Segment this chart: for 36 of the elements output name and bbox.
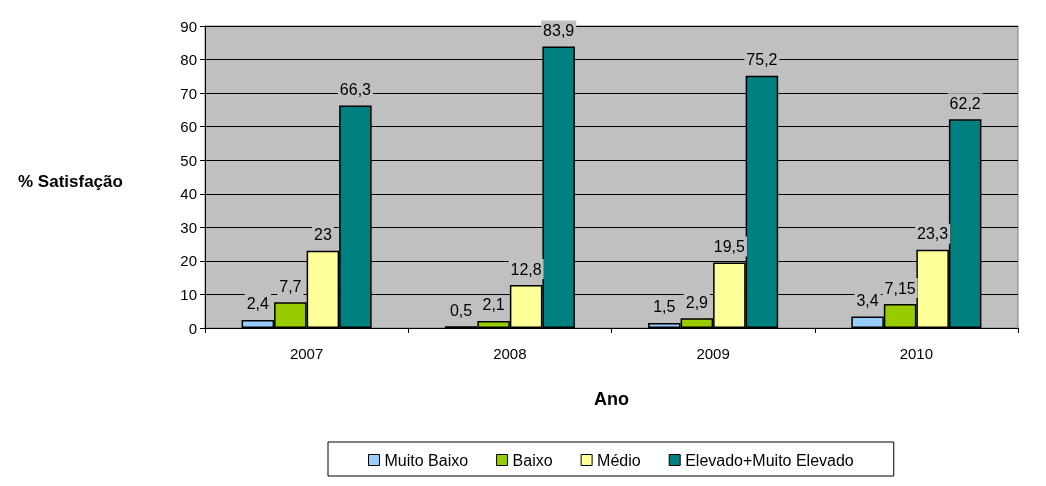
data-label: 3,4 xyxy=(856,292,879,310)
y-tick-label: 20 xyxy=(180,252,197,270)
x-tick-label: 2007 xyxy=(289,345,324,362)
y-tick-label: 10 xyxy=(180,285,197,303)
data-label: 83,9 xyxy=(543,21,575,39)
data-label: 0,5 xyxy=(449,301,473,319)
data-label: 7,7 xyxy=(279,277,302,295)
data-label: 62,2 xyxy=(949,94,981,112)
data-label: 19,5 xyxy=(713,238,746,256)
y-tick-label: 90 xyxy=(180,17,197,35)
y-tick-label: 40 xyxy=(180,185,197,203)
data-label: 2,4 xyxy=(246,295,270,313)
data-label: 2,1 xyxy=(482,296,505,314)
y-tick-label: 50 xyxy=(180,151,197,169)
legend-label: Baixo xyxy=(512,451,553,469)
y-tick-label: 70 xyxy=(180,84,197,102)
data-label: 66,3 xyxy=(339,81,372,99)
y-tick-label: 60 xyxy=(180,118,197,136)
data-label: 2,9 xyxy=(685,293,709,311)
legend-label: Elevado+Muito Elevado xyxy=(685,451,854,469)
data-label: 12,8 xyxy=(510,260,542,278)
data-label: 7,15 xyxy=(884,279,916,297)
x-tick-label: 2008 xyxy=(493,345,527,362)
y-tick-label: 30 xyxy=(180,218,197,236)
legend-label: Médio xyxy=(597,451,641,469)
x-axis-title: Ano xyxy=(594,389,629,409)
data-label: 23 xyxy=(313,226,332,244)
data-label: 23,3 xyxy=(917,225,949,243)
data-label: 1,5 xyxy=(653,298,676,316)
y-axis-title: % Satisfação xyxy=(18,172,123,191)
y-tick-label: 0 xyxy=(188,319,197,337)
legend-label: Muito Baixo xyxy=(384,451,469,469)
y-tick-label: 80 xyxy=(180,51,197,69)
x-tick-label: 2009 xyxy=(696,345,730,362)
x-tick-label: 2010 xyxy=(899,345,934,362)
data-label: 75,2 xyxy=(746,51,778,69)
